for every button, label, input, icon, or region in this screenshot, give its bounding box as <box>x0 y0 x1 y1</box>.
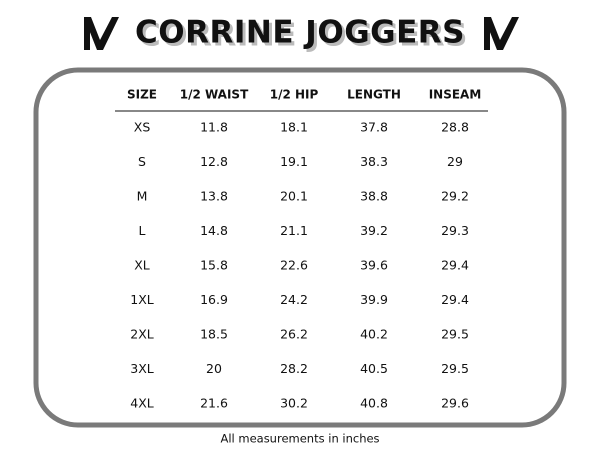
size-label: 3XL <box>130 361 154 376</box>
cell: 15.8 <box>200 258 228 273</box>
cell: 29.4 <box>441 292 469 307</box>
cell: 29.6 <box>441 396 469 411</box>
size-label: M <box>137 189 148 204</box>
cell: 29 <box>447 154 463 169</box>
cell: 39.9 <box>360 292 388 307</box>
cell: 14.8 <box>200 223 228 238</box>
cell: 38.8 <box>360 189 388 204</box>
column-header: 1/2 WAIST <box>180 88 249 102</box>
column-header: 1/2 HIP <box>270 88 319 102</box>
cell: 29.2 <box>441 189 469 204</box>
logo-left <box>84 17 119 50</box>
cell: 19.1 <box>280 154 308 169</box>
size-label: L <box>139 223 146 238</box>
footnote: All measurements in inches <box>220 432 379 446</box>
cell: 28.8 <box>441 120 469 135</box>
cell: 38.3 <box>360 154 388 169</box>
cell: 12.8 <box>200 154 228 169</box>
size-label: 1XL <box>130 292 154 307</box>
cell: 29.3 <box>441 223 469 238</box>
cell: 37.8 <box>360 120 388 135</box>
cell: 39.6 <box>360 258 388 273</box>
cell: 21.1 <box>280 223 308 238</box>
cell: 40.2 <box>360 327 388 342</box>
cell: 22.6 <box>280 258 308 273</box>
table-frame <box>33 67 567 428</box>
column-header: INSEAM <box>429 88 482 102</box>
cell: 24.2 <box>280 292 308 307</box>
cell: 39.2 <box>360 223 388 238</box>
size-label: XS <box>134 120 151 135</box>
cell: 40.8 <box>360 396 388 411</box>
size-label: 2XL <box>130 327 154 342</box>
title: CORRINE JOGGERS <box>135 15 465 51</box>
cell: 29.4 <box>441 258 469 273</box>
cell: 21.6 <box>200 396 228 411</box>
cell: 13.8 <box>200 189 228 204</box>
cell: 26.2 <box>280 327 308 342</box>
column-header: LENGTH <box>347 88 401 102</box>
cell: 18.5 <box>200 327 228 342</box>
cell: 29.5 <box>441 361 469 376</box>
cell: 40.5 <box>360 361 388 376</box>
logo-right <box>484 17 519 50</box>
cell: 30.2 <box>280 396 308 411</box>
size-label: XL <box>134 258 150 273</box>
cell: 29.5 <box>441 327 469 342</box>
cell: 20.1 <box>280 189 308 204</box>
cell: 18.1 <box>280 120 308 135</box>
size-label: 4XL <box>130 396 154 411</box>
size-label: S <box>138 154 146 169</box>
column-header: SIZE <box>127 88 157 102</box>
cell: 20 <box>206 361 222 376</box>
cell: 28.2 <box>280 361 308 376</box>
title-shadow: CORRINE JOGGERS <box>138 18 468 54</box>
table: SIZE 1/2 WAIST 1/2 HIP LENGTH INSEAM XS 11.8 18… <box>127 88 481 411</box>
cell: 11.8 <box>200 120 228 135</box>
cell: 16.9 <box>200 292 228 307</box>
